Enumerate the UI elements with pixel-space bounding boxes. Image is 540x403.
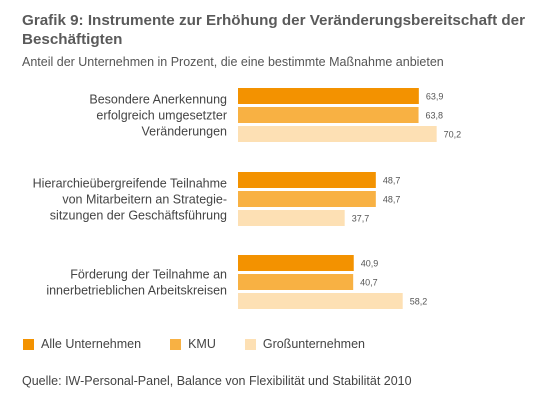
data-label: 58,2 xyxy=(410,297,428,307)
category-label: sitzungen der Geschäftsführung xyxy=(50,209,227,223)
bar-chart: Besondere Anerkennung erfolgreich umgeset… xyxy=(33,88,462,309)
bar xyxy=(238,88,419,104)
legend-item-kmu: KMU xyxy=(170,337,216,351)
legend: Alle Unternehmen KMU Großunternehmen xyxy=(23,336,365,352)
data-label: 40,7 xyxy=(360,278,378,288)
legend-swatch-alle-unternehmen xyxy=(23,338,34,350)
category-label: Besondere Anerkennung xyxy=(89,93,227,107)
data-label: 37,7 xyxy=(352,214,370,224)
data-label: 63,8 xyxy=(426,111,444,121)
legend-swatch-kmu xyxy=(170,338,182,350)
bar xyxy=(238,191,376,207)
data-label: 63,9 xyxy=(426,92,444,102)
data-label: 48,7 xyxy=(383,195,401,205)
bar xyxy=(238,255,354,271)
category-label: innerbetrieblichen Arbeitskreisen xyxy=(46,284,227,298)
legend-label-kmu: KMU xyxy=(188,337,216,351)
bar xyxy=(238,172,376,188)
source-note: Quelle: IW-Personal-Panel, Balance von F… xyxy=(22,374,412,388)
data-label: 70,2 xyxy=(444,130,462,140)
legend-label-alle-unternehmen: Alle Unternehmen xyxy=(41,337,142,351)
bar xyxy=(238,107,419,123)
category-label: Förderung der Teilnahme an xyxy=(70,268,227,282)
chart-title: Grafik 9: Instrumente zur Erhöhung der V… xyxy=(22,12,525,48)
bar xyxy=(238,210,345,226)
legend-item-alle-unternehmen: Alle Unternehmen xyxy=(23,337,141,351)
legend-swatch-grossunternehmen xyxy=(244,338,256,350)
category-label: von Mitarbeitern an Strategie- xyxy=(62,193,227,207)
bar xyxy=(238,293,403,309)
chart-subtitle: Anteil der Unternehmen in Prozent, die e… xyxy=(22,55,444,69)
bar xyxy=(238,274,354,290)
category-label: Veränderungen xyxy=(142,125,228,139)
data-label: 40,9 xyxy=(361,259,379,269)
category-label: Hierarchieübergreifende Teilnahme xyxy=(33,177,227,191)
legend-label-grossunternehmen: Großunternehmen xyxy=(262,337,365,351)
data-label: 48,7 xyxy=(383,176,401,186)
bar xyxy=(238,126,437,142)
category-label: erfolgreich umgesetzter xyxy=(96,109,227,123)
legend-item-grossunternehmen: Großunternehmen xyxy=(244,337,365,351)
